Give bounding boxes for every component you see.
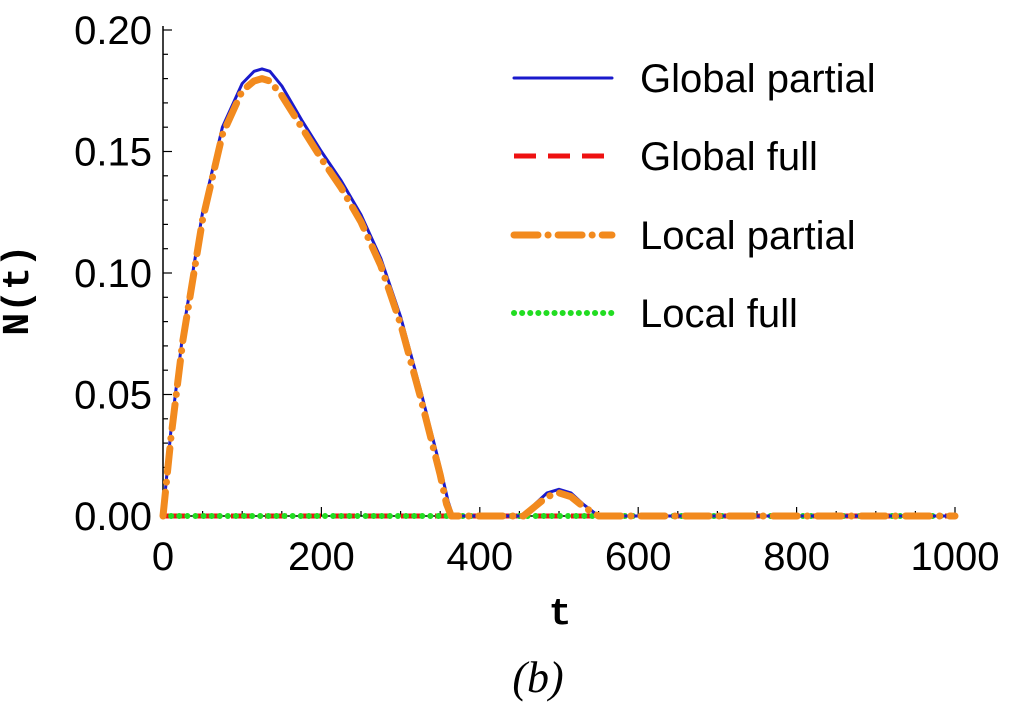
y-tick-label: 0.15 — [74, 131, 152, 175]
panel-label: (b) — [512, 653, 563, 702]
x-tick-label: 0 — [152, 535, 174, 579]
x-tick-label: 400 — [446, 535, 513, 579]
legend-label-local-partial: Local partial — [640, 214, 856, 258]
x-axis-ticks: 0 200 400 600 800 1000 — [152, 507, 1000, 579]
legend: Global partial Global full Local partial Lo… — [510, 57, 876, 336]
series-line-local-partial — [159, 75, 959, 520]
legend-label-global-partial: Global partial — [640, 57, 876, 101]
y-tick-label: 0.10 — [74, 252, 152, 296]
x-tick-label: 1000 — [911, 535, 1000, 579]
x-tick-label: 800 — [763, 535, 830, 579]
x-tick-label: 600 — [605, 535, 672, 579]
series-layer — [159, 67, 959, 520]
y-tick-label: 0.20 — [74, 9, 152, 53]
y-tick-label: 0.05 — [74, 374, 152, 418]
y-axis-label: N(t) — [0, 244, 40, 335]
y-axis-ticks: 0.00 0.05 0.10 0.15 0.20 — [74, 9, 172, 539]
legend-label-local-full: Local full — [640, 292, 798, 336]
legend-label-global-full: Global full — [640, 135, 818, 179]
series-line-global-partial — [161, 67, 957, 518]
x-axis-label: t — [549, 593, 572, 636]
x-tick-label: 200 — [288, 535, 355, 579]
y-tick-label: 0.00 — [74, 495, 152, 539]
